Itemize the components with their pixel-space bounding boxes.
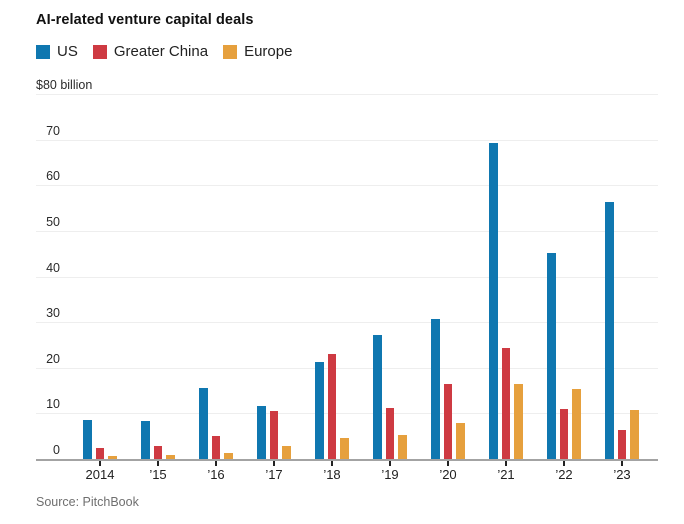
x-axis-label-2023: ’23 <box>613 466 631 482</box>
bar-greater-china-2020 <box>443 383 453 459</box>
bar-us-2023 <box>605 202 614 459</box>
y-axis-label-20: 20 <box>46 351 60 366</box>
x-axis-label-2017: ’17 <box>265 466 283 482</box>
us-legend-swatch <box>36 44 50 59</box>
x-axis-label-2022: ’22 <box>555 466 573 482</box>
europe-legend-swatch <box>223 44 238 59</box>
gridline-70 <box>36 139 658 141</box>
x-axis-label-2014: 2014 <box>85 466 115 482</box>
x-axis-label-2021: ’21 <box>497 466 515 482</box>
bar-us-2017 <box>257 405 266 459</box>
bar-europe-2017 <box>282 445 291 459</box>
gridline-50 <box>36 230 658 232</box>
y-axis-label-10: 10 <box>46 397 60 412</box>
x-tick-2023 <box>621 460 623 466</box>
x-tick-2022 <box>563 460 565 466</box>
x-tick-2021 <box>505 460 507 466</box>
x-axis-label-2016: ’16 <box>207 466 225 482</box>
bar-greater-china-2022 <box>559 409 569 459</box>
source-attribution: Source: PitchBook <box>36 495 139 509</box>
bar-greater-china-2017 <box>269 410 279 459</box>
bar-greater-china-2023 <box>617 430 627 459</box>
us-legend-label: US <box>57 43 78 60</box>
bar-us-2022 <box>547 252 556 459</box>
chart-legend: US Greater China Europe <box>36 43 307 60</box>
x-tick-2020 <box>447 460 449 466</box>
y-axis-label-0: 0 <box>53 442 60 457</box>
y-axis-label-30: 30 <box>46 306 60 321</box>
bar-europe-2021 <box>514 383 523 459</box>
legend-item-greater-china: Greater China <box>92 43 209 60</box>
bar-greater-china-2016 <box>211 436 221 459</box>
bar-greater-china-2019 <box>385 408 395 459</box>
y-axis-label-80: $80 billion <box>36 78 93 93</box>
page-title: AI-related venture capital deals <box>36 12 254 28</box>
x-tick-2019 <box>389 460 391 466</box>
y-axis-label-40: 40 <box>46 260 60 275</box>
bar-us-2016 <box>199 388 208 459</box>
bar-europe-2023 <box>630 410 639 459</box>
bar-europe-2018 <box>340 437 349 459</box>
bar-greater-china-2021 <box>501 348 511 459</box>
greater-china-legend-swatch <box>92 44 107 59</box>
gridline-30 <box>36 322 658 324</box>
bar-europe-2020 <box>456 422 465 459</box>
legend-item-us: US <box>36 43 78 60</box>
x-tick-2018 <box>331 460 333 466</box>
x-tick-2014 <box>99 460 101 466</box>
greater-china-legend-label: Greater China <box>113 43 209 60</box>
bar-greater-china-2018 <box>327 354 337 459</box>
europe-legend-label: Europe <box>244 43 293 60</box>
bar-greater-china-2014 <box>95 448 105 459</box>
gridline-80 <box>36 94 658 96</box>
bar-us-2015 <box>141 421 150 459</box>
x-axis-label-2020: ’20 <box>439 466 457 482</box>
x-axis-label-2018: ’18 <box>323 466 341 482</box>
x-tick-2017 <box>273 460 275 466</box>
gridline-40 <box>36 276 658 278</box>
bar-europe-2014 <box>108 456 117 459</box>
bar-greater-china-2015 <box>153 446 163 459</box>
bar-europe-2015 <box>166 454 175 459</box>
legend-item-europe: Europe <box>223 43 292 60</box>
bar-us-2014 <box>83 420 92 459</box>
x-axis-line <box>36 458 658 461</box>
gridline-20 <box>36 367 658 369</box>
bar-europe-2022 <box>572 389 581 459</box>
bar-us-2020 <box>431 319 440 459</box>
y-axis-label-60: 60 <box>46 169 60 184</box>
gridline-60 <box>36 185 658 187</box>
bar-europe-2016 <box>224 452 233 459</box>
y-axis-label-50: 50 <box>46 214 60 229</box>
gridline-10 <box>36 413 658 415</box>
bar-us-2018 <box>315 361 324 459</box>
x-axis-label-2019: ’19 <box>381 466 399 482</box>
x-tick-2015 <box>157 460 159 466</box>
x-tick-2016 <box>215 460 217 466</box>
plot-area: 0 10 20 30 40 50 60 70 $80 billion 2014 ’15 ’16 ’17 ’… <box>36 78 658 482</box>
y-axis-label-70: 70 <box>46 123 60 138</box>
bar-europe-2019 <box>398 434 407 459</box>
bar-us-2019 <box>373 334 382 459</box>
bar-us-2021 <box>489 143 498 459</box>
x-axis-label-2015: ’15 <box>149 466 167 482</box>
